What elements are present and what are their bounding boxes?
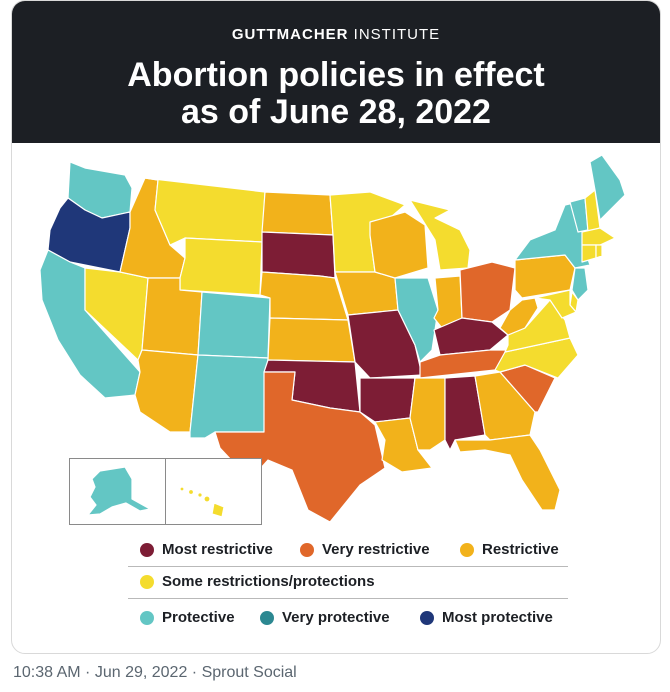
legend-most-protective: Most protective	[420, 609, 553, 626]
legend-dot-most-protective	[420, 610, 434, 625]
legend-label-most-protective: Most protective	[442, 609, 553, 626]
state-RI	[595, 244, 603, 259]
state-WI	[369, 211, 429, 279]
state-NM	[189, 354, 269, 439]
legend-dot-protective	[140, 610, 154, 625]
state-FL	[454, 434, 561, 511]
legend-label-very-restrictive: Very restrictive	[322, 541, 430, 558]
alaska-inset	[69, 458, 166, 525]
state-SD	[261, 231, 336, 279]
us-map	[39, 154, 626, 523]
legend-very-restrictive: Very restrictive	[300, 541, 430, 558]
state-MI	[409, 199, 471, 271]
legend-dot-very-protective	[260, 610, 274, 625]
legend-divider-1	[128, 566, 568, 567]
legend-dot-restrictive	[460, 542, 474, 557]
hawaii-inset	[165, 458, 262, 525]
state-MS	[409, 377, 446, 451]
legend-restrictive: Restrictive	[460, 541, 559, 558]
legend-label-restrictive: Restrictive	[482, 541, 559, 558]
legend-label-very-protective: Very protective	[282, 609, 390, 626]
state-VA	[504, 299, 571, 353]
state-MD	[534, 289, 577, 319]
legend-label-most-restrictive: Most restrictive	[162, 541, 273, 558]
state-HI-island-3	[197, 492, 203, 498]
state-MA	[581, 227, 616, 246]
state-HI	[211, 502, 225, 518]
legend-divider-2	[128, 598, 568, 599]
brand-light: INSTITUTE	[353, 26, 441, 43]
legend-dot-very-restrictive	[300, 542, 314, 557]
tweet-timestamp[interactable]: 10:38 AM · Jun 29, 2022 · Sprout Social	[13, 664, 297, 681]
state-AZ	[134, 349, 199, 433]
state-NE	[259, 271, 349, 321]
state-WV	[499, 297, 539, 336]
state-KS	[267, 317, 356, 363]
alaska-map	[87, 466, 151, 516]
legend-most-restrictive: Most restrictive	[140, 541, 273, 558]
state-AK	[87, 466, 151, 516]
legend-label-protective: Protective	[162, 609, 235, 626]
state-NJ	[571, 267, 589, 301]
brand-name: GUTTMACHER INSTITUTE	[12, 26, 660, 43]
legend-label-some: Some restrictions/protections	[162, 573, 375, 590]
state-HI-island-4	[203, 495, 211, 503]
state-HI-island-2	[187, 488, 195, 496]
title-line-1: Abortion policies in effect	[127, 56, 545, 94]
legend-dot-most-restrictive	[140, 542, 154, 557]
state-IL	[394, 277, 439, 363]
legend-protective: Protective	[140, 609, 235, 626]
state-CT	[581, 244, 597, 263]
state-ND	[261, 191, 334, 236]
legend-some: Some restrictions/protections	[140, 573, 375, 590]
state-TX	[214, 371, 386, 523]
infographic-title: Abortion policies in effect as of June 2…	[12, 57, 660, 131]
legend-very-protective: Very protective	[260, 609, 390, 626]
hawaii-map	[179, 486, 225, 518]
state-ME	[589, 154, 626, 221]
brand-bold: GUTTMACHER	[231, 26, 349, 43]
state-HI-island-1	[179, 486, 185, 492]
state-WY	[179, 237, 263, 296]
state-CO	[197, 291, 271, 359]
state-CA	[39, 249, 141, 399]
state-AR	[359, 377, 416, 423]
infographic-header: GUTTMACHER INSTITUTE Abortion policies i…	[12, 1, 660, 143]
title-line-2: as of June 28, 2022	[181, 93, 491, 131]
legend-dot-some	[140, 574, 154, 589]
state-OH	[459, 261, 516, 323]
